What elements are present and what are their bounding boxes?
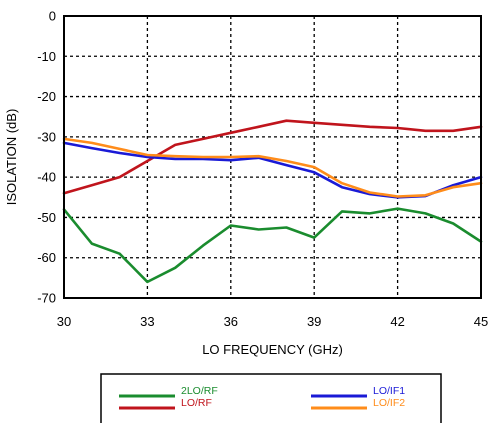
y-tick-labels: 0 -10 -20 -30 -40 -50 -60 -70 bbox=[37, 9, 56, 306]
series-lines bbox=[62, 119, 483, 284]
legend-label: LO/RF bbox=[181, 397, 212, 409]
plot-frame bbox=[63, 15, 482, 299]
legend-label: LO/IF1 bbox=[373, 385, 405, 397]
x-axis-label: LO FREQUENCY (GHz) bbox=[202, 342, 343, 357]
series-line-lo-if2 bbox=[62, 137, 483, 198]
legend-label: 2LO/RF bbox=[181, 385, 218, 397]
x-tick-labels: 30 33 36 39 42 45 bbox=[57, 314, 488, 329]
x-tick-label: 33 bbox=[140, 314, 154, 329]
y-axis-label: ISOLATION (dB) bbox=[4, 109, 19, 206]
x-tick-label: 30 bbox=[57, 314, 71, 329]
y-tick-label: -30 bbox=[37, 129, 56, 144]
x-tick-label: 36 bbox=[224, 314, 238, 329]
y-tick-label: -70 bbox=[37, 291, 56, 306]
y-tick-label: -50 bbox=[37, 210, 56, 225]
series-line-2lo-rf bbox=[62, 207, 483, 284]
x-tick-label: 45 bbox=[474, 314, 488, 329]
y-tick-label: -20 bbox=[37, 89, 56, 104]
y-tick-label: -10 bbox=[37, 49, 56, 64]
x-tick-label: 39 bbox=[307, 314, 321, 329]
x-tick-label: 42 bbox=[390, 314, 404, 329]
y-tick-label: -60 bbox=[37, 250, 56, 265]
grid-lines bbox=[64, 16, 481, 298]
y-tick-label: 0 bbox=[49, 9, 56, 24]
legend-label: LO/IF2 bbox=[373, 397, 405, 409]
y-tick-label: -40 bbox=[37, 170, 56, 185]
series-line-lo-rf bbox=[62, 119, 483, 195]
legend-box bbox=[100, 373, 442, 423]
